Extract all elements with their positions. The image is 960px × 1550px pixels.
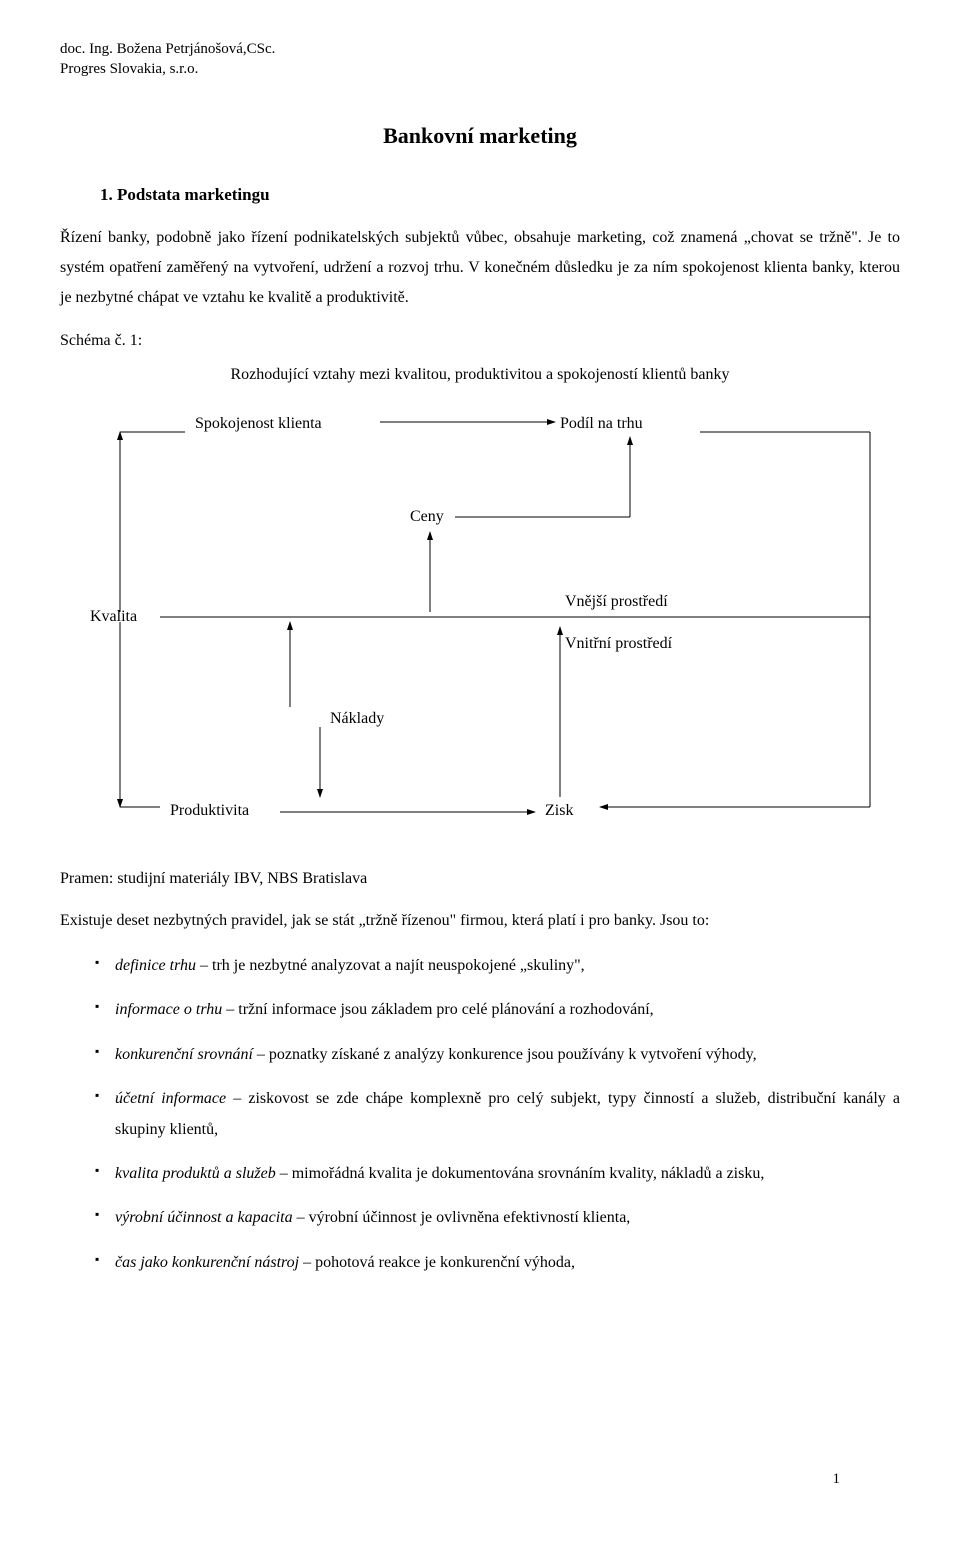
list-item: výrobní účinnost a kapacita – výrobní úč… <box>95 1203 900 1233</box>
list-item: účetní informace – ziskovost se zde cháp… <box>95 1084 900 1145</box>
node-ceny: Ceny <box>410 505 444 529</box>
rule-term: definice trhu <box>115 957 196 974</box>
node-produktivita: Produktivita <box>170 799 249 823</box>
rule-rest: – mimořádná kvalita je dokumentována sro… <box>276 1165 765 1182</box>
rule-term: informace o trhu <box>115 1001 222 1018</box>
node-vnejsi: Vnější prostředí <box>565 590 668 614</box>
page-number: 1 <box>833 1468 841 1491</box>
rule-term: účetní informace <box>115 1090 226 1107</box>
schema-caption: Rozhodující vztahy mezi kvalitou, produk… <box>60 363 900 387</box>
rule-term: výrobní účinnost a kapacita <box>115 1209 293 1226</box>
rules-list: definice trhu – trh je nezbytné analyzov… <box>60 951 900 1278</box>
list-item: konkurenční srovnání – poznatky získané … <box>95 1040 900 1070</box>
page-title: Bankovní marketing <box>60 119 900 152</box>
rule-rest: – trh je nezbytné analyzovat a najít neu… <box>196 957 585 974</box>
org-line: Progres Slovakia, s.r.o. <box>60 60 900 80</box>
node-zisk: Zisk <box>545 799 573 823</box>
rule-rest: – pohotová reakce je konkurenční výhoda, <box>299 1254 575 1271</box>
relationship-diagram: Spokojenost klienta Podíl na trhu Ceny K… <box>60 397 900 857</box>
section-para: Řízení banky, podobně jako řízení podnik… <box>60 223 900 314</box>
author-line: doc. Ing. Božena Petrjánošová,CSc. <box>60 40 900 60</box>
node-podil: Podíl na trhu <box>560 412 643 436</box>
node-naklady: Náklady <box>330 707 384 731</box>
node-kvalita: Kvalita <box>90 605 137 629</box>
list-item: kvalita produktů a služeb – mimořádná kv… <box>95 1159 900 1189</box>
list-item: definice trhu – trh je nezbytné analyzov… <box>95 951 900 981</box>
node-spokojenost: Spokojenost klienta <box>195 412 322 436</box>
node-vnitrni: Vnitřní prostředí <box>565 632 672 656</box>
rule-term: konkurenční srovnání <box>115 1046 253 1063</box>
rules-intro: Existuje deset nezbytných pravidel, jak … <box>60 906 900 936</box>
rule-rest: – tržní informace jsou základem pro celé… <box>222 1001 653 1018</box>
rule-rest: – poznatky získané z analýzy konkurence … <box>253 1046 757 1063</box>
list-item: čas jako konkurenční nástroj – pohotová … <box>95 1248 900 1278</box>
section-heading: 1. Podstata marketingu <box>100 182 900 208</box>
schema-label: Schéma č. 1: <box>60 329 900 353</box>
rule-rest: – ziskovost se zde chápe komplexně pro c… <box>115 1090 900 1137</box>
rule-term: kvalita produktů a služeb <box>115 1165 276 1182</box>
rule-rest: – výrobní účinnost je ovlivněna efektivn… <box>293 1209 631 1226</box>
source-line: Pramen: studijní materiály IBV, NBS Brat… <box>60 867 900 891</box>
rule-term: čas jako konkurenční nástroj <box>115 1254 299 1271</box>
list-item: informace o trhu – tržní informace jsou … <box>95 995 900 1025</box>
